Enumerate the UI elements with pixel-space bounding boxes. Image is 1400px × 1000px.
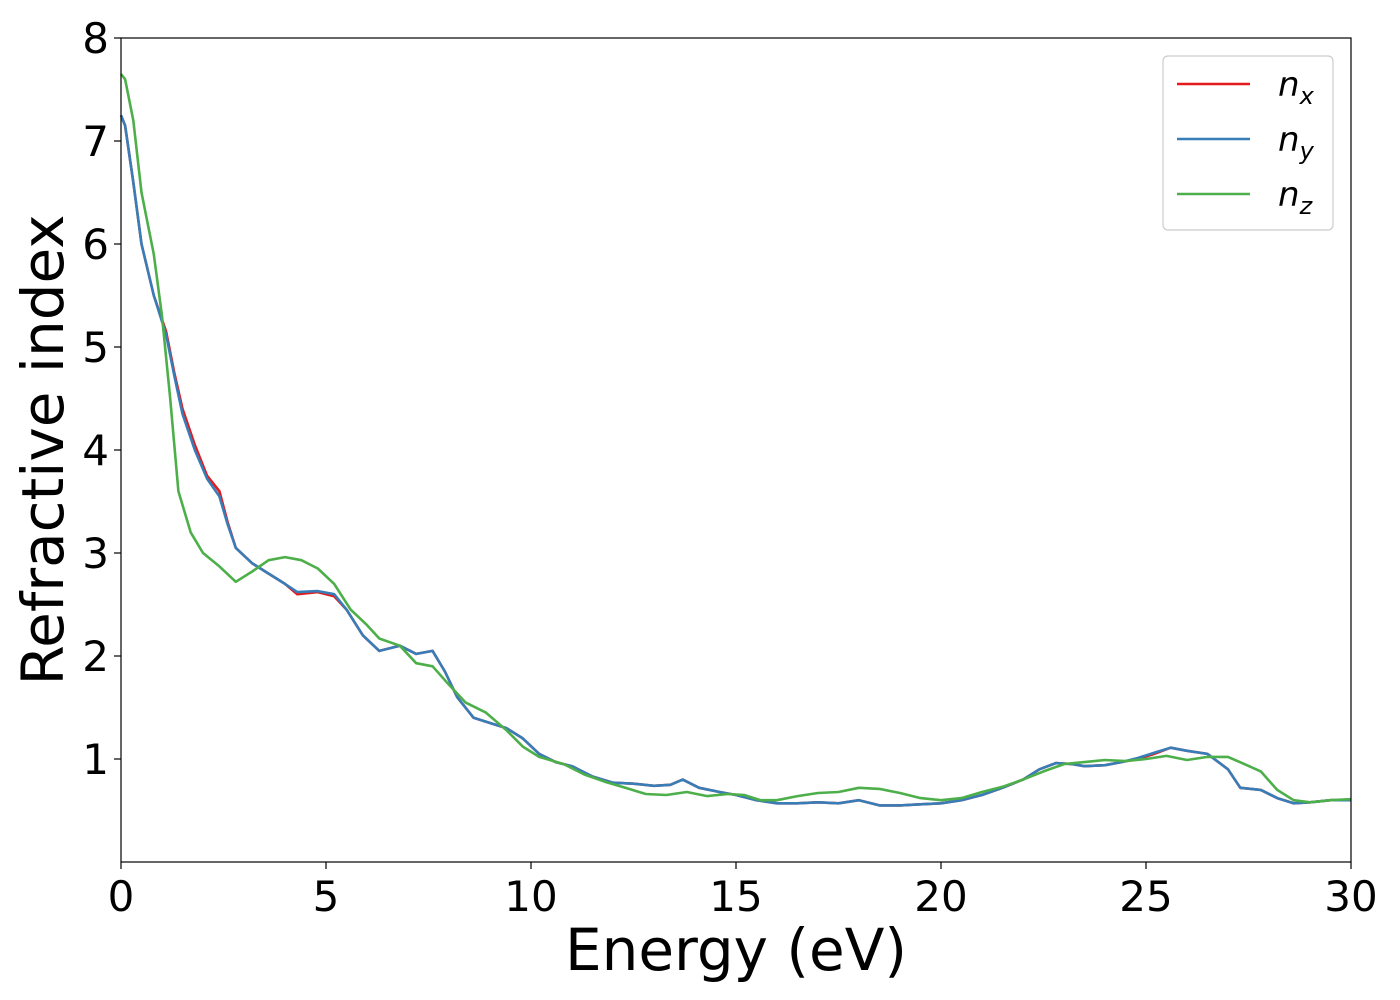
y-tick-label: 4	[82, 426, 109, 475]
legend-label-main: n	[1278, 175, 1300, 215]
legend-label-main: n	[1278, 65, 1300, 105]
y-tick-label: 6	[82, 220, 109, 269]
x-tick-label: 10	[504, 872, 557, 921]
x-tick-label: 0	[108, 872, 135, 921]
series-line-n-z	[119, 73, 1352, 804]
y-tick-label: 1	[82, 735, 109, 784]
legend-label-subscript: y	[1299, 137, 1315, 165]
legend-label: ny	[1278, 120, 1315, 165]
legend-label-subscript: x	[1299, 82, 1315, 110]
x-tick-label: 15	[709, 872, 762, 921]
x-axis-title: Energy (eV)	[565, 916, 907, 984]
x-tick-label: 25	[1119, 872, 1172, 921]
x-tick-label: 20	[914, 872, 967, 921]
y-axis-title: Refractive index	[9, 214, 77, 685]
legend-label-main: n	[1278, 120, 1300, 160]
y-tick-label: 3	[82, 529, 109, 578]
series-layer	[119, 73, 1352, 807]
legend-label: nz	[1278, 175, 1314, 220]
y-tick-label: 8	[82, 14, 109, 63]
x-tick-label: 30	[1324, 872, 1377, 921]
legend-label-subscript: z	[1299, 192, 1314, 220]
x-axis-ticks: 0 5 10 15 20 25 30	[108, 862, 1378, 921]
y-tick-label: 2	[82, 632, 109, 681]
x-tick-label: 5	[313, 872, 340, 921]
legend-label: nx	[1278, 65, 1315, 110]
y-tick-label: 7	[82, 117, 109, 166]
legend-box	[1162, 55, 1334, 231]
y-tick-label: 5	[82, 323, 109, 372]
y-axis-ticks: 1 2 3 4 5 6 7 8	[82, 14, 121, 784]
